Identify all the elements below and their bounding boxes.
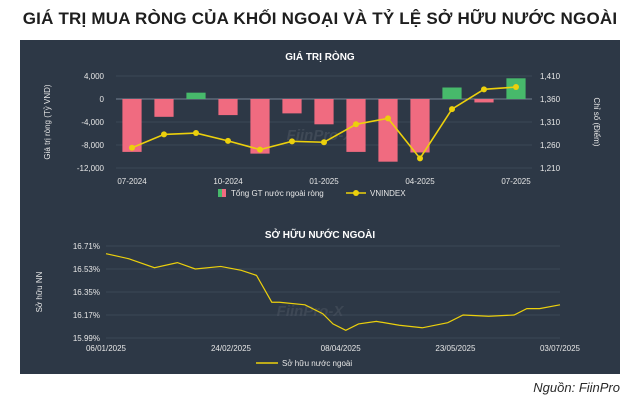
net-value-bar [410, 99, 430, 153]
vnindex-point [513, 84, 519, 91]
x-tick-label: 24/02/2025 [211, 344, 252, 353]
y2-axis-title: Chỉ số (Điểm) [592, 98, 601, 147]
y-tick-label: -12,000 [77, 164, 105, 173]
y-tick-label: 0 [100, 95, 105, 104]
vnindex-point [385, 115, 391, 122]
y-tick-label: 16.71% [73, 242, 100, 251]
y-tick-label: 16.17% [73, 311, 100, 320]
y-tick-label: 4,000 [84, 72, 105, 81]
legend-label: VNINDEX [370, 189, 406, 198]
ownership-line [105, 253, 561, 332]
net-value-bar [122, 99, 142, 152]
y2-tick-label: 1,210 [540, 164, 561, 173]
x-tick-label: 23/05/2025 [435, 344, 476, 353]
net-value-bar [250, 99, 270, 154]
y2-tick-label: 1,410 [540, 72, 561, 81]
legend-swatch-point [353, 190, 359, 196]
vnindex-point [257, 146, 263, 153]
vnindex-point [161, 131, 167, 138]
y-tick-label: 16.35% [73, 288, 100, 297]
y2-tick-label: 1,360 [540, 95, 561, 104]
vnindex-point [417, 155, 423, 162]
watermark: FiinPro-X [277, 303, 345, 320]
charts-svg: GIÁ TRỊ RÒNG FiinPro-X 4,000 0 -4,000 -8,000 -… [35, 50, 601, 368]
x-tick-label: 01-2025 [309, 177, 339, 186]
y2-tick-label: 1,260 [540, 141, 561, 150]
net-value-bar [442, 87, 462, 99]
vnindex-point [289, 138, 295, 145]
vnindex-point [225, 137, 231, 144]
chart-title: SỞ HỮU NƯỚC NGOÀI [265, 228, 376, 241]
net-value-bar [314, 99, 334, 125]
main-title: GIÁ TRỊ MUA RÒNG CỦA KHỐI NGOẠI VÀ TỶ LỆ… [22, 9, 618, 28]
y-tick-label: 16.53% [73, 265, 100, 274]
x-tick-label: 03/07/2025 [540, 344, 581, 353]
y2-tick-label: 1,310 [540, 118, 561, 127]
legend-label: Sở hữu nước ngoài [282, 359, 352, 368]
legend-swatch-bar [222, 189, 226, 197]
y-tick-label: 15.99% [73, 334, 100, 343]
ownership-chart: SỞ HỮU NƯỚC NGOÀI FiinPro-X 16.71% 16.53% 16… [35, 228, 581, 368]
x-tick-label: 07-2024 [117, 177, 147, 186]
net-value-bar [282, 99, 302, 114]
net-value-bar [378, 99, 398, 162]
vnindex-point [353, 121, 359, 128]
chart-panel: GIÁ TRỊ RÒNG FiinPro-X 4,000 0 -4,000 -8,000 -… [20, 40, 620, 374]
y-axis-title: Sở hữu NN [35, 271, 44, 312]
x-tick-label: 04-2025 [405, 177, 435, 186]
source-note: Nguồn: FiinPro [533, 380, 620, 395]
y-axis-title: Giá trị ròng (Tỷ VND) [43, 84, 52, 159]
x-tick-label: 08/04/2025 [321, 344, 362, 353]
legend-swatch-bar [218, 189, 222, 197]
net-value-chart: GIÁ TRỊ RÒNG FiinPro-X 4,000 0 -4,000 -8,000 -… [43, 50, 601, 198]
x-tick-label: 10-2024 [213, 177, 243, 186]
vnindex-point [193, 130, 199, 137]
legend-label: Tổng GT nước ngoài ròng [231, 189, 324, 198]
net-value-bar [154, 99, 174, 117]
net-value-bar [218, 99, 238, 116]
vnindex-point [321, 139, 327, 146]
x-tick-label: 06/01/2025 [86, 344, 127, 353]
y-tick-label: -8,000 [81, 141, 104, 150]
vnindex-point [449, 106, 455, 113]
vnindex-point [481, 86, 487, 93]
vnindex-point [129, 144, 135, 151]
watermark: FiinPro-X [287, 127, 355, 144]
net-value-bar [186, 92, 206, 99]
chart-title: GIÁ TRỊ RÒNG [285, 50, 355, 63]
y-tick-label: -4,000 [81, 118, 104, 127]
x-tick-label: 07-2025 [501, 177, 531, 186]
net-value-bar [474, 99, 494, 103]
